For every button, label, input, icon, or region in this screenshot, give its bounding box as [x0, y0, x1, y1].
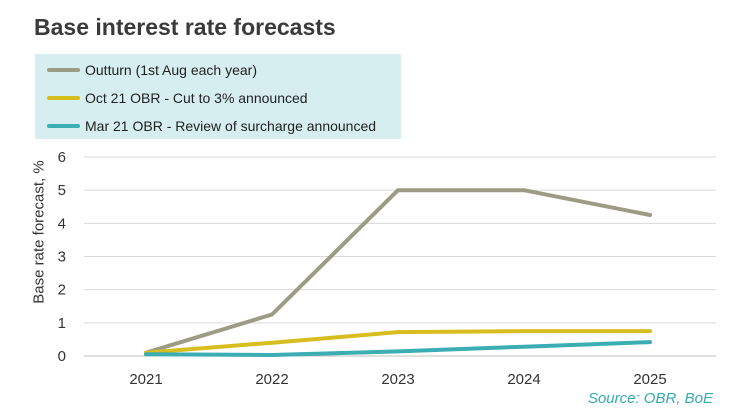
chart-title: Base interest rate forecasts: [34, 14, 336, 40]
x-tick-label-2022: 2022: [255, 371, 288, 388]
y-tick-label-1: 1: [58, 315, 66, 332]
y-tick-label-3: 3: [58, 249, 66, 266]
legend-label-outturn: Outturn (1st Aug each year): [85, 62, 257, 78]
chart-legend: Outturn (1st Aug each year) Oct 21 OBR -…: [35, 54, 401, 139]
series-line-1: [144, 329, 652, 355]
legend-item-oct21: Oct 21 OBR - Cut to 3% announced: [47, 88, 308, 108]
legend-label-mar21: Mar 21 OBR - Review of surcharge announc…: [85, 118, 377, 134]
x-tick-label-2025: 2025: [633, 371, 666, 388]
legend-label-oct21: Oct 21 OBR - Cut to 3% announced: [85, 90, 308, 106]
y-tick-label-5: 5: [58, 182, 66, 199]
y-tick-label-6: 6: [58, 149, 66, 166]
legend-item-mar21: Mar 21 OBR - Review of surcharge announc…: [47, 116, 376, 136]
series-line-0: [144, 188, 652, 355]
y-tick-label-0: 0: [58, 348, 66, 365]
y-tick-label-2: 2: [58, 282, 66, 299]
legend-swatch-oct21: [47, 96, 80, 100]
source-note: Source: OBR, BoE: [587, 390, 713, 407]
legend-swatch-outturn: [47, 68, 80, 72]
x-tick-label-2023: 2023: [381, 371, 414, 388]
x-tick-label-2024: 2024: [507, 371, 540, 388]
x-tick-label-2021: 2021: [129, 371, 162, 388]
legend-item-outturn: Outturn (1st Aug each year): [47, 60, 257, 80]
series-line-2: [144, 340, 652, 357]
y-tick-label-4: 4: [58, 215, 66, 232]
legend-swatch-mar21: [47, 124, 80, 128]
